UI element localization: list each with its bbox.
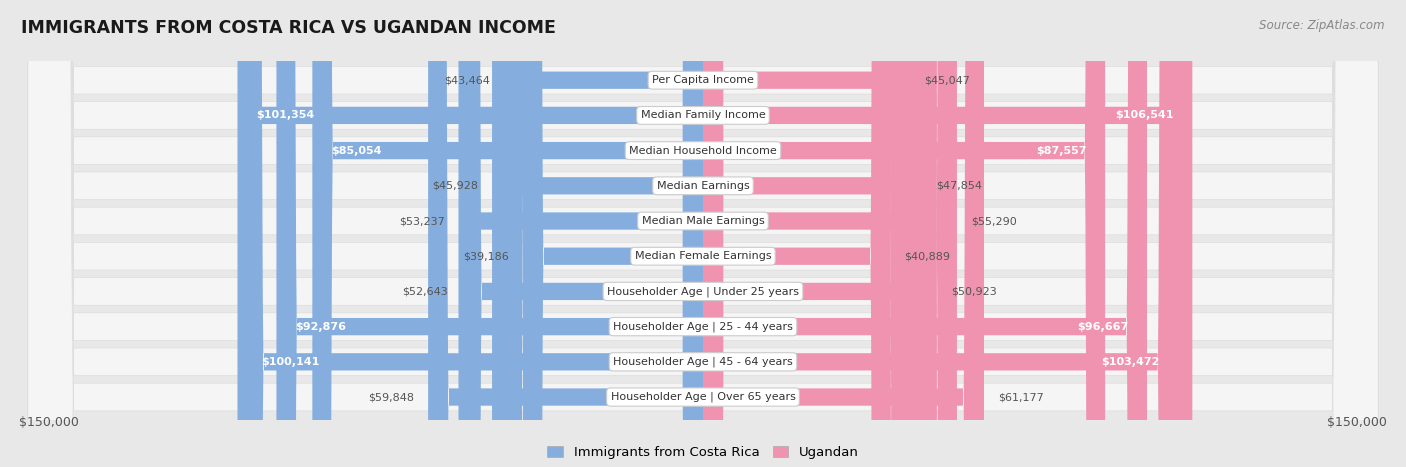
FancyBboxPatch shape: [703, 0, 936, 467]
Text: Householder Age | 45 - 64 years: Householder Age | 45 - 64 years: [613, 357, 793, 367]
FancyBboxPatch shape: [703, 0, 891, 467]
Text: $43,464: $43,464: [444, 75, 489, 85]
FancyBboxPatch shape: [28, 0, 1378, 467]
Text: $40,889: $40,889: [904, 251, 950, 261]
Text: Median Family Income: Median Family Income: [641, 110, 765, 120]
FancyBboxPatch shape: [703, 0, 957, 467]
Text: $61,177: $61,177: [998, 392, 1043, 402]
Text: Median Female Earnings: Median Female Earnings: [634, 251, 772, 261]
Text: IMMIGRANTS FROM COSTA RICA VS UGANDAN INCOME: IMMIGRANTS FROM COSTA RICA VS UGANDAN IN…: [21, 19, 555, 37]
Text: $39,186: $39,186: [464, 251, 509, 261]
FancyBboxPatch shape: [458, 0, 703, 467]
FancyBboxPatch shape: [312, 0, 703, 467]
FancyBboxPatch shape: [238, 0, 703, 467]
FancyBboxPatch shape: [703, 0, 1147, 467]
Text: Source: ZipAtlas.com: Source: ZipAtlas.com: [1260, 19, 1385, 32]
Text: $85,054: $85,054: [330, 146, 381, 156]
FancyBboxPatch shape: [28, 0, 1378, 467]
FancyBboxPatch shape: [703, 0, 1105, 467]
FancyBboxPatch shape: [503, 0, 703, 467]
Text: Householder Age | Over 65 years: Householder Age | Over 65 years: [610, 392, 796, 402]
Text: $100,141: $100,141: [262, 357, 319, 367]
Text: $59,848: $59,848: [368, 392, 415, 402]
Text: Median Male Earnings: Median Male Earnings: [641, 216, 765, 226]
FancyBboxPatch shape: [28, 0, 1378, 467]
Text: $53,237: $53,237: [399, 216, 444, 226]
Text: $45,047: $45,047: [924, 75, 970, 85]
FancyBboxPatch shape: [703, 0, 922, 467]
Text: $103,472: $103,472: [1101, 357, 1160, 367]
FancyBboxPatch shape: [28, 0, 1378, 467]
FancyBboxPatch shape: [28, 0, 1378, 467]
FancyBboxPatch shape: [28, 0, 1378, 467]
Text: $150,000: $150,000: [1327, 416, 1388, 429]
FancyBboxPatch shape: [427, 0, 703, 467]
Text: $50,923: $50,923: [950, 286, 997, 297]
FancyBboxPatch shape: [28, 0, 1378, 467]
FancyBboxPatch shape: [703, 0, 910, 467]
Text: Median Household Income: Median Household Income: [628, 146, 778, 156]
FancyBboxPatch shape: [703, 0, 984, 467]
Text: Householder Age | Under 25 years: Householder Age | Under 25 years: [607, 286, 799, 297]
FancyBboxPatch shape: [28, 0, 1378, 467]
FancyBboxPatch shape: [492, 0, 703, 467]
Text: $47,854: $47,854: [936, 181, 983, 191]
Text: $87,557: $87,557: [1036, 146, 1087, 156]
Text: $101,354: $101,354: [256, 110, 314, 120]
FancyBboxPatch shape: [461, 0, 703, 467]
FancyBboxPatch shape: [28, 0, 1378, 467]
FancyBboxPatch shape: [277, 0, 703, 467]
FancyBboxPatch shape: [703, 0, 1178, 467]
Text: $150,000: $150,000: [18, 416, 79, 429]
FancyBboxPatch shape: [28, 0, 1378, 467]
FancyBboxPatch shape: [523, 0, 703, 467]
Text: $96,667: $96,667: [1077, 322, 1129, 332]
Text: Per Capita Income: Per Capita Income: [652, 75, 754, 85]
Text: Householder Age | 25 - 44 years: Householder Age | 25 - 44 years: [613, 321, 793, 332]
Text: $52,643: $52,643: [402, 286, 447, 297]
Text: $45,928: $45,928: [432, 181, 478, 191]
FancyBboxPatch shape: [703, 0, 1192, 467]
Text: Median Earnings: Median Earnings: [657, 181, 749, 191]
FancyBboxPatch shape: [243, 0, 703, 467]
Legend: Immigrants from Costa Rica, Ugandan: Immigrants from Costa Rica, Ugandan: [541, 440, 865, 464]
Text: $92,876: $92,876: [295, 322, 346, 332]
Text: $55,290: $55,290: [970, 216, 1017, 226]
Text: $106,541: $106,541: [1115, 110, 1174, 120]
